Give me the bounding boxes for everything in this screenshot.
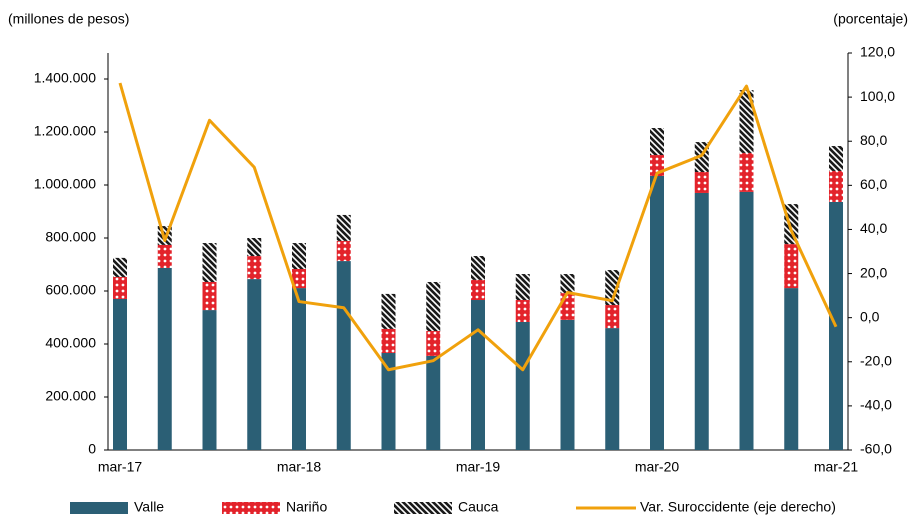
bar (694, 172, 709, 193)
x-tick-label: mar-19 (456, 459, 501, 475)
bar (247, 238, 262, 257)
bar (515, 322, 530, 450)
bar (560, 293, 575, 320)
y2-tick-label: -40,0 (860, 397, 892, 413)
bar (739, 191, 754, 450)
bar (784, 288, 799, 450)
bar (247, 279, 262, 450)
bar (202, 281, 217, 311)
bar (381, 293, 396, 329)
bar (605, 270, 620, 306)
y2-tick-label: 120,0 (860, 44, 895, 60)
y-tick-label: 600.000 (45, 282, 96, 298)
y-tick-label: 400.000 (45, 335, 96, 351)
x-tick-label: mar-18 (277, 459, 322, 475)
y2-tick-label: -60,0 (860, 441, 892, 457)
bar (515, 300, 530, 323)
bar (336, 261, 351, 450)
bar (247, 256, 262, 280)
bar (113, 257, 127, 277)
bar (157, 244, 172, 268)
y-tick-label: 800.000 (45, 229, 96, 245)
legend-label: Valle (134, 499, 164, 515)
bar (336, 214, 351, 241)
x-tick-label: mar-21 (814, 459, 859, 475)
bar (515, 274, 530, 301)
legend-label: Var. Suroccidente (eje derecho) (640, 499, 836, 515)
bar (471, 256, 485, 280)
bar (829, 146, 843, 171)
bar (784, 204, 799, 245)
bar (113, 276, 127, 299)
bar (336, 240, 351, 262)
bar (650, 175, 664, 451)
x-tick-label: mar-17 (98, 459, 143, 475)
bar (113, 298, 127, 450)
bar (381, 353, 396, 450)
y2-tick-label: 100,0 (860, 88, 895, 104)
legend-swatch (222, 502, 280, 514)
legend-swatch (70, 502, 128, 514)
y2-tick-label: 60,0 (860, 176, 887, 192)
bar (202, 310, 217, 450)
y2-tick-label: 80,0 (860, 132, 887, 148)
x-tick-label: mar-20 (635, 459, 680, 475)
legend-label: Cauca (458, 499, 499, 515)
y-tick-label: 200.000 (45, 388, 96, 404)
bar (292, 288, 306, 450)
y-tick-label: 0 (88, 441, 96, 457)
y2-tick-label: -20,0 (860, 352, 892, 368)
y-tick-label: 1.400.000 (34, 70, 96, 86)
bar (381, 328, 396, 354)
bar (426, 281, 441, 332)
bar (471, 279, 485, 301)
bar (784, 244, 799, 289)
y-tick-label: 1.200.000 (34, 123, 96, 139)
y2-tick-label: 40,0 (860, 220, 887, 236)
bar (292, 243, 306, 270)
y-axis-label: (millones de pesos) (8, 11, 129, 27)
bar (471, 300, 485, 450)
legend-swatch (394, 502, 452, 514)
bar (605, 305, 620, 329)
y2-tick-label: 0,0 (860, 308, 880, 324)
bar (426, 355, 441, 450)
legend-label: Nariño (286, 499, 327, 515)
y2-tick-label: 20,0 (860, 264, 887, 280)
bar (560, 319, 575, 450)
line (118, 82, 838, 372)
bar (157, 267, 172, 450)
y-tick-label: 1.000.000 (34, 176, 96, 192)
bar (605, 328, 620, 450)
bar (694, 192, 709, 450)
bar (560, 274, 575, 294)
bar (426, 331, 441, 356)
bar (739, 90, 754, 153)
bar (650, 128, 664, 156)
bar (829, 170, 843, 202)
y2-axis-label: (porcentaje) (833, 11, 908, 27)
bar (292, 269, 306, 289)
bar (739, 152, 754, 192)
bar (202, 243, 217, 282)
